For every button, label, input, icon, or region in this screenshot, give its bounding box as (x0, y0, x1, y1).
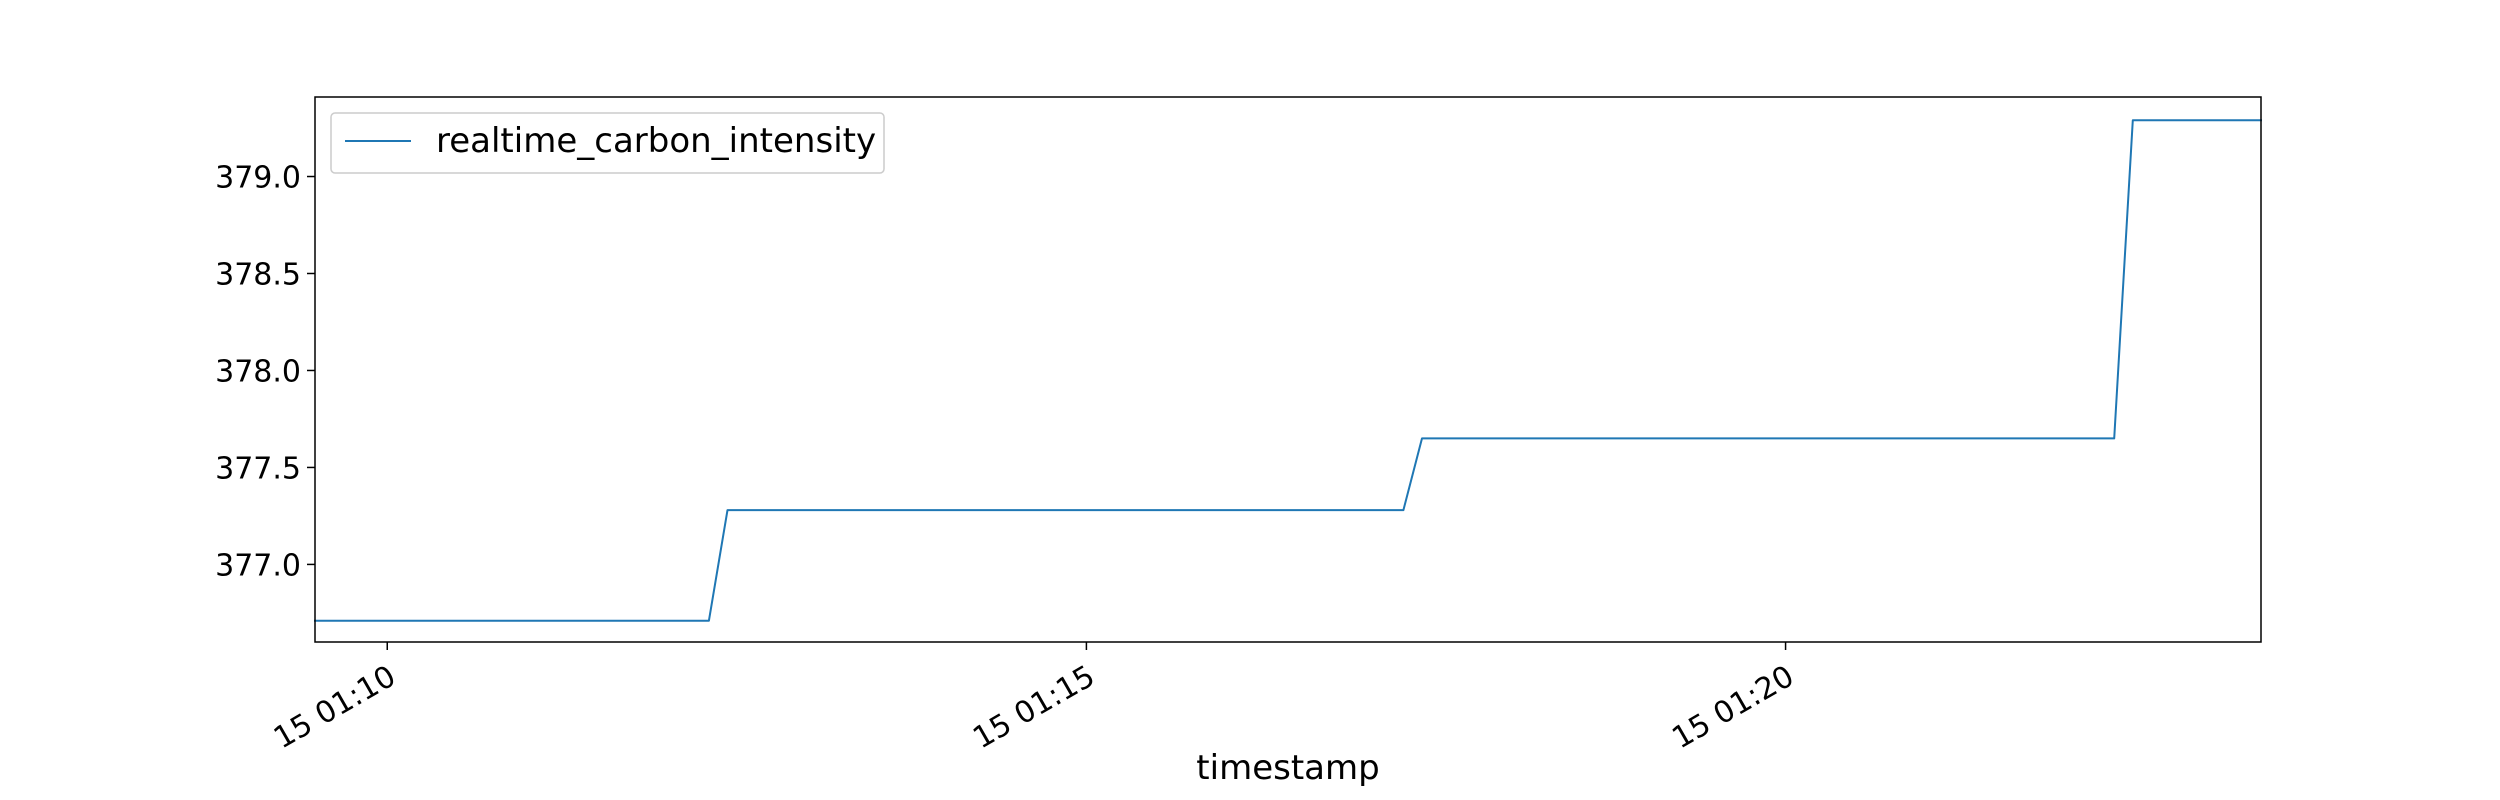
x-axis: 15 01:10 15 01:15 15 01:20 (268, 642, 1800, 756)
y-tick-label: 378.0 (215, 354, 301, 389)
legend-label: realtime_carbon_intensity (436, 121, 876, 161)
legend: realtime_carbon_intensity (330, 112, 885, 174)
plot-frame (314, 96, 2262, 643)
series-layer (314, 119, 2262, 622)
legend-box (330, 112, 885, 174)
x-tick-label: 15 01:10 (268, 659, 402, 756)
y-tick-label: 377.5 (215, 451, 301, 486)
y-tick-label: 377.0 (215, 548, 301, 583)
x-tick-label: 15 01:15 (967, 659, 1101, 756)
series-line (314, 119, 2262, 622)
y-tick-label: 378.5 (215, 257, 301, 292)
x-axis-title: timestamp (1196, 748, 1379, 788)
y-axis: 377.0 377.5 378.0 378.5 379.0 (215, 161, 315, 583)
plot-area (315, 97, 2261, 642)
x-tick-label: 15 01:20 (1666, 659, 1800, 756)
y-tick-label: 379.0 (215, 161, 301, 196)
